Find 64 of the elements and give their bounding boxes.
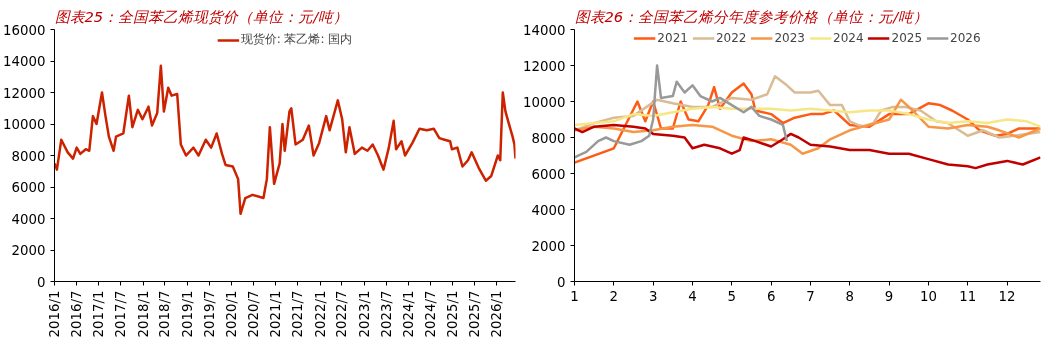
x-tick-label: 2021/7 bbox=[290, 290, 306, 338]
legend-label: 2021 bbox=[657, 31, 688, 45]
x-tick-label: 2024/1 bbox=[400, 290, 416, 338]
x-tick-label: 7 bbox=[806, 288, 815, 304]
x-tick-label: 2016/1 bbox=[47, 290, 62, 338]
legend-label: 2022 bbox=[715, 31, 747, 45]
x-tick-label: 10 bbox=[919, 288, 937, 304]
x-tick-label: 2016/7 bbox=[69, 290, 85, 338]
x-tick-label: 2020/1 bbox=[223, 290, 239, 338]
x-tick-label: 2020/7 bbox=[246, 290, 262, 338]
y-tick-label: 4000 bbox=[11, 211, 46, 227]
x-tick-label: 2018/7 bbox=[157, 290, 173, 338]
x-tick-label: 5 bbox=[727, 288, 737, 304]
line-series bbox=[574, 98, 1041, 155]
x-tick-label: 2025/1 bbox=[445, 290, 461, 338]
y-tick-label: 12000 bbox=[3, 85, 46, 101]
y-tick-label: 0 bbox=[557, 274, 566, 290]
line-series bbox=[574, 123, 1041, 170]
x-tick-label: 2017/7 bbox=[113, 290, 129, 338]
x-tick-label: 6 bbox=[766, 288, 776, 304]
line-series bbox=[574, 105, 1041, 128]
x-tick-label: 2023/1 bbox=[356, 290, 372, 338]
x-tick-label: 2026/1 bbox=[489, 290, 505, 338]
legend-label: 2025 bbox=[891, 31, 923, 45]
x-tick-label: 4 bbox=[688, 288, 697, 304]
y-tick-label: 4000 bbox=[531, 202, 566, 218]
x-tick-label: 2025/7 bbox=[467, 290, 483, 338]
y-tick-label: 10000 bbox=[523, 94, 566, 110]
x-tick-label: 2024/7 bbox=[422, 290, 438, 338]
line-series bbox=[574, 64, 789, 159]
x-tick-label: 11 bbox=[959, 288, 977, 304]
x-tick-label: 2019/1 bbox=[179, 290, 195, 338]
x-tick-label: 9 bbox=[884, 288, 894, 304]
chart-title: 图表26：全国苯乙烯分年度参考价格（单位：元/吨） bbox=[574, 7, 929, 25]
x-tick-label: 12 bbox=[998, 288, 1016, 304]
legend-label: 2026 bbox=[950, 31, 981, 45]
y-tick-label: 0 bbox=[37, 274, 46, 290]
x-tick-label: 2023/7 bbox=[378, 290, 394, 338]
y-tick-label: 6000 bbox=[11, 180, 46, 195]
chart-title: 图表25：全国苯乙烯现货价（单位：元/吨） bbox=[54, 7, 349, 25]
legend-label: 2024 bbox=[833, 31, 864, 45]
x-tick-label: 2019/7 bbox=[201, 290, 217, 338]
x-tick-label: 8 bbox=[845, 288, 855, 304]
y-tick-label: 2000 bbox=[531, 238, 566, 254]
y-tick-label: 8000 bbox=[11, 148, 46, 164]
line-series bbox=[54, 64, 516, 216]
x-tick-label: 2017/1 bbox=[91, 290, 107, 338]
x-tick-label: 2022/1 bbox=[312, 290, 328, 338]
x-tick-label: 2018/1 bbox=[135, 290, 151, 338]
x-tick-label: 1 bbox=[570, 288, 579, 304]
x-tick-label: 2022/7 bbox=[334, 290, 350, 338]
x-tick-label: 3 bbox=[648, 288, 658, 304]
y-tick-label: 6000 bbox=[531, 166, 566, 182]
x-tick-label: 2021/1 bbox=[268, 290, 284, 338]
y-tick-label: 14000 bbox=[3, 54, 46, 69]
y-tick-label: 12000 bbox=[523, 58, 566, 74]
y-tick-label: 2000 bbox=[11, 243, 46, 258]
x-tick-label: 2 bbox=[609, 288, 619, 304]
y-tick-label: 8000 bbox=[531, 130, 566, 146]
y-tick-label: 16000 bbox=[3, 22, 46, 38]
y-tick-label: 14000 bbox=[523, 22, 566, 38]
legend-label: 2023 bbox=[774, 31, 805, 45]
legend-label: 现货价: 苯乙烯: 国内 bbox=[240, 31, 353, 48]
y-tick-label: 10000 bbox=[3, 117, 46, 132]
